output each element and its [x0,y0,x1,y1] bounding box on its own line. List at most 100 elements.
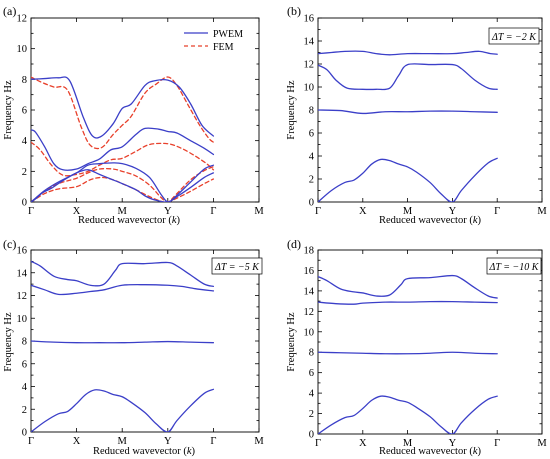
panel-a: (a) Frequency Hz Reduced wavevector (k) … [3,4,264,226]
panel-c-ytick-label: 8 [22,337,27,348]
panel-d-ytick-label: 0 [309,430,314,441]
panel-c-annotation-text: ΔT = −5 K [214,262,260,273]
panel-c-pwem-band-4 [31,260,215,288]
panel-d-annotation-text: ΔT = −10 K [489,262,540,273]
panel-d-ytick-label: 14 [304,286,315,297]
panel-b-xlabel-close: ) [478,215,482,226]
panel-d-xtick-label: Y [449,438,457,449]
panel-b-ylabel: Frequency Hz [286,80,297,140]
panel-b-pwem-band-1 [318,157,498,202]
panel-b-xlabel: Reduced wavevector (k) [379,215,482,226]
panel-c-series [31,260,215,432]
panel-c-xlabel: Reduced wavevector (k) [93,446,196,457]
panel-c-ytick-label: 6 [22,359,27,370]
panel-b-label: (b) [287,4,301,18]
panel-d-xlabel-text: Reduced wavevector ( [379,446,473,457]
panel-d-xlabel: Reduced wavevector (k) [379,446,482,457]
panel-a-xlabel-k: k [172,215,177,226]
panel-d-ytick-label: 4 [309,389,315,400]
panel-a-xtick-label: M [254,206,264,217]
panel-c-ytick-label: 10 [17,314,28,325]
panel-a-pwem-band-3 [31,127,215,171]
panel-b-xlabel-k: k [473,215,478,226]
panel-c-xtick-label: Y [164,436,172,447]
panel-a-ytick-label: 0 [22,198,27,209]
panel-a-xtick-label: Γ [210,206,216,217]
panel-a-pwem-band-1 [31,169,215,202]
panel-a-pwem-band-4 [31,76,215,139]
panel-a-xtick-label: M [118,206,128,217]
panel-d-ytick-label: 18 [304,246,315,257]
panel-d-series [318,274,498,434]
panel-d-xtick-label: Γ [315,438,321,449]
panel-d-xtick-label: X [359,438,367,449]
panel-c-ytick-label: 12 [17,291,28,302]
panel-a-xlabel-text: Reduced wavevector ( [78,215,172,226]
panel-d-pwem-band-4 [318,274,498,299]
panel-c-xlabel-k: k [187,446,192,457]
panel-a-label: (a) [3,4,16,18]
panel-d-xtick-label: M [537,438,547,449]
panel-d-ytick-label: 6 [309,368,314,379]
panel-a-xtick-label: X [73,206,81,217]
panel-c-plot: Γ X M Y Γ M 0 2 4 6 8 10 12 14 16 [17,246,265,448]
panel-c-pwem-band-3 [31,283,215,296]
panel-d-annotation: ΔT = −10 K [486,257,542,275]
panel-b-xtick-label: M [403,206,413,217]
panel-b-xtick-label: M [537,206,547,217]
panel-c-xlabel-close: ) [192,446,196,457]
panel-d-xtick-label: M [403,438,413,449]
panel-d-xlabel-close: ) [478,446,482,457]
panel-c-frame [30,249,260,433]
panel-d-ytick-label: 8 [309,348,314,359]
panel-a-ylabel: Frequency Hz [3,80,14,140]
panel-d-pwem-band-2 [318,351,498,355]
panel-c-pwem-band-2 [31,340,215,344]
panel-d-ytick-label: 10 [304,327,315,338]
panel-b-ytick-label: 12 [304,60,315,71]
panel-d-pwem-band-3 [318,300,498,305]
panel-b-ytick-label: 2 [309,175,314,186]
panel-a-ytick-label: 12 [17,14,28,25]
panel-d-plot: Γ X M Y Γ M 0 2 4 6 8 10 12 14 16 18 [304,246,548,450]
panel-c-ytick-label: 16 [17,246,28,257]
panel-d: (d) Frequency Hz Reduced wavevector (k) … [286,237,547,457]
panel-c-annotation: ΔT = −5 K [211,257,263,275]
panel-b-annotation: ΔT = −2 K [488,27,540,45]
panel-d-ytick-label: 16 [304,266,315,277]
panel-c-xtick-label: M [254,436,264,447]
panel-d-ytick-label: 2 [309,409,314,420]
panel-c-ytick-label: 2 [22,405,27,416]
panel-d-pwem-band-1 [318,395,498,434]
panel-b-ytick-label: 0 [309,198,314,209]
panel-b-pwem-band-3 [318,63,498,91]
panel-b-xtick-label: Y [449,206,457,217]
panel-b-ytick-label: 10 [304,83,315,94]
panel-b-plot: Γ X M Y Γ M 0 2 4 6 8 10 12 14 16 [304,14,548,218]
panel-b-xtick-label: X [359,206,367,217]
panel-d-annotation-box [486,257,542,275]
panel-c-label: (c) [3,237,16,251]
panel-a-fem-band-2 [31,166,215,202]
panel-b-ytick-label: 6 [309,129,314,140]
panel-a-legend: PWEM FEM [184,29,243,53]
panel-c-annotation-box [211,257,263,275]
panel-c-xlabel-text: Reduced wavevector ( [93,446,187,457]
panel-a-ytick-label: 6 [22,106,27,117]
panel-c: (c) Frequency Hz Reduced wavevector (k) … [3,237,264,457]
legend-pwem-label: PWEM [213,29,243,40]
panel-c-ytick-label: 0 [22,428,27,439]
panel-d-label: (d) [287,237,301,251]
panel-c-pwem-band-1 [31,388,215,432]
panel-b-frame [317,17,543,203]
panel-a-ytick-label: 10 [17,44,28,55]
panel-a-ytick-label: 8 [22,75,27,86]
panel-b-ytick-label: 14 [304,37,315,48]
panel-c-ylabel: Frequency Hz [3,312,14,372]
panel-b-pwem-band-2 [318,109,498,115]
panel-c-ytick-label: 4 [22,382,28,393]
panel-a-pwem-band-2 [31,162,215,202]
panel-b-annotation-box [488,27,540,45]
panel-b-xtick-label: Γ [494,206,500,217]
